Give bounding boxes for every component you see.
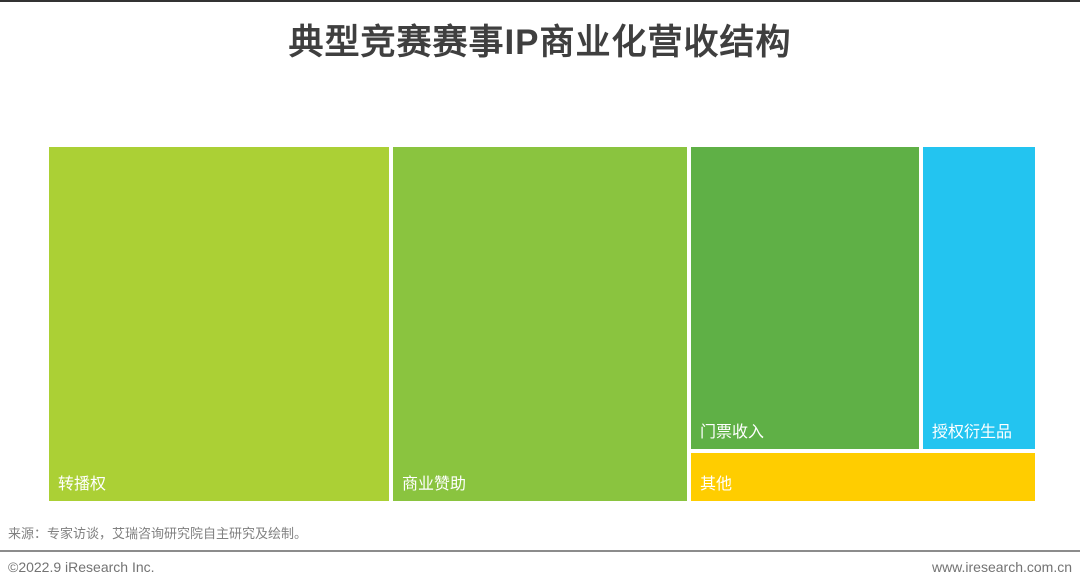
treemap-block-label: 转播权 (58, 476, 107, 493)
chart-title: 典型竞赛赛事IP商业化营收结构 (288, 23, 792, 62)
treemap-block-other: 其他 (691, 453, 1035, 501)
top-border-line (0, 0, 1080, 2)
footer-divider-line (0, 550, 1080, 552)
treemap-block-label: 门票收入 (700, 424, 765, 441)
source-note: 来源：专家访谈，艾瑞咨询研究院自主研究及绘制。 (8, 526, 308, 541)
treemap-block-ticket-revenue: 门票收入 (691, 147, 919, 449)
treemap-block-label: 授权衍生品 (932, 424, 1013, 441)
treemap-block-label: 商业赞助 (402, 476, 467, 493)
copyright-text: ©2022.9 iResearch Inc. (8, 559, 155, 575)
treemap-chart: 转播权 商业赞助 门票收入 授权衍生品 其他 (49, 147, 1035, 501)
treemap-block-broadcast-rights: 转播权 (49, 147, 389, 501)
treemap-block-commercial-sponsorship: 商业赞助 (393, 147, 687, 501)
treemap-block-label: 其他 (700, 476, 733, 493)
treemap-block-licensed-derivatives: 授权衍生品 (923, 147, 1035, 449)
website-url-text: www.iresearch.com.cn (931, 559, 1072, 575)
